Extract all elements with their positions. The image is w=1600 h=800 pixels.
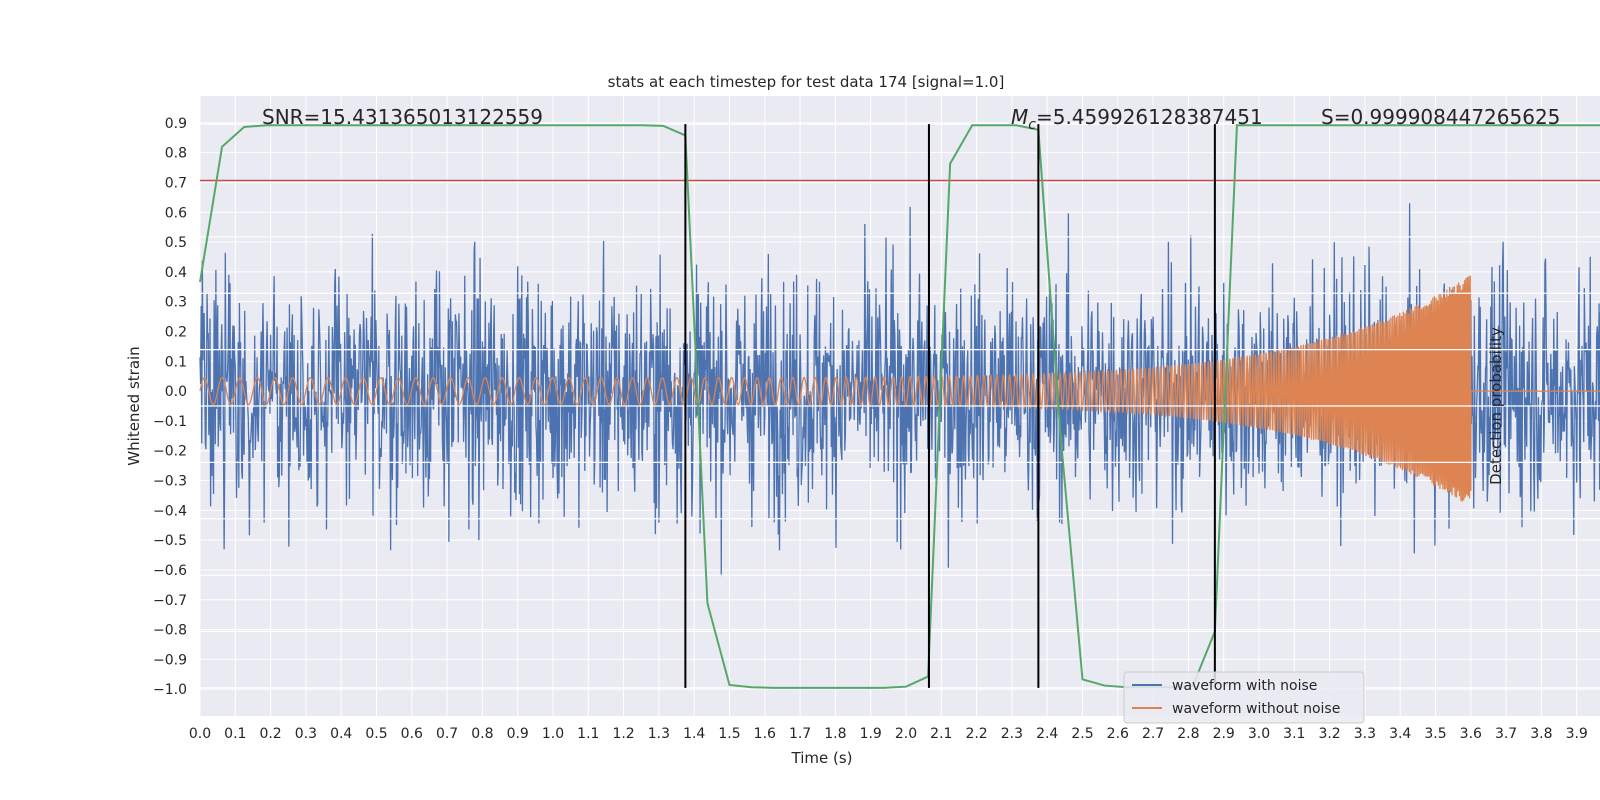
x-tick-label: 0.2 [259, 726, 281, 742]
y-left-tick-label: −0.4 [153, 503, 187, 519]
y-left-tick-label: 0.0 [165, 384, 187, 400]
score-annotation: S=0.999908447265625 [1321, 105, 1560, 129]
y-left-tick-label: 0.3 [165, 295, 187, 311]
x-axis-label: Time (s) [791, 749, 853, 767]
line-waveform-without-noise [199, 275, 1600, 502]
y-left-tick-label: −1.0 [153, 682, 187, 698]
x-tick-label: 0.3 [295, 726, 317, 742]
x-tick-label: 1.0 [542, 726, 564, 742]
x-tick-label: 2.7 [1142, 726, 1164, 742]
y-left-tick-label: −0.1 [153, 414, 187, 430]
x-tick-label: 1.4 [683, 726, 705, 742]
plot-area [199, 96, 1600, 716]
legend-box [1123, 671, 1365, 724]
y-left-tick-label: 0.8 [165, 146, 187, 162]
x-tick-label: 2.2 [965, 726, 987, 742]
y-axis-left-label: Whitened strain [125, 346, 143, 465]
x-tick-label: 3.0 [1248, 726, 1270, 742]
y-left-tick-label: −0.6 [153, 563, 187, 579]
y-left-tick-label: 0.9 [165, 116, 187, 132]
y-axis-right-label: Detection probability [1487, 327, 1505, 485]
y-left-tick-label: 0.4 [165, 265, 187, 281]
x-tick-label: 2.4 [1036, 726, 1058, 742]
x-tick-label: 1.2 [612, 726, 634, 742]
y-left-tick-label: −0.2 [153, 444, 187, 460]
x-tick-label: 0.1 [224, 726, 246, 742]
y-left-tick-label: 0.7 [165, 175, 187, 191]
y-left-tick-label: 0.5 [165, 235, 187, 251]
right-axis-grid [200, 123, 1600, 689]
x-tick-label: 0.6 [401, 726, 423, 742]
y-left-tick-label: −0.9 [153, 652, 187, 668]
x-tick-label: 0.0 [189, 726, 211, 742]
y-left-tick-label: 0.2 [165, 324, 187, 340]
legend: waveform with noise waveform without noi… [1123, 671, 1365, 724]
x-tick-label: 3.6 [1460, 726, 1482, 742]
x-tick-label: 3.2 [1318, 726, 1340, 742]
x-tick-label: 1.1 [577, 726, 599, 742]
y-left-tick-label: 0.1 [165, 354, 187, 370]
x-tick-label: 1.9 [860, 726, 882, 742]
x-tick-label: 3.1 [1283, 726, 1305, 742]
x-tick-label: 3.4 [1389, 726, 1411, 742]
y-left-tick-label: −0.8 [153, 623, 187, 639]
x-tick-label: 0.4 [330, 726, 352, 742]
legend-label-noise: waveform with noise [1172, 678, 1317, 694]
x-tick-label: 1.5 [718, 726, 740, 742]
x-tick-label: 3.9 [1566, 726, 1588, 742]
y-left-tick-label: 0.6 [165, 205, 187, 221]
x-tick-label: 2.9 [1213, 726, 1235, 742]
x-tick-label: 2.3 [1001, 726, 1023, 742]
chirp-mass-subscript: c [1028, 117, 1036, 133]
x-tick-label: 3.7 [1495, 726, 1517, 742]
x-tick-label: 0.7 [436, 726, 458, 742]
x-tick-label: 1.6 [754, 726, 776, 742]
x-tick-label: 1.7 [789, 726, 811, 742]
x-tick-label: 1.3 [648, 726, 670, 742]
x-tick-label: 3.5 [1424, 726, 1446, 742]
chirp-mass-annotation: Mc=5.459926128387451 [1011, 105, 1263, 133]
series-waveform-without-noise [199, 275, 1600, 502]
chart-title: stats at each timestep for test data 174… [608, 73, 1005, 91]
x-axis-ticks: 0.0 0.1 0.2 0.3 0.4 0.5 0.6 0.7 0.8 0.9 1.0 1.1 1.2 1… [189, 726, 1588, 742]
legend-label-clean: waveform without noise [1172, 701, 1340, 717]
x-tick-label: 2.5 [1071, 726, 1093, 742]
y-axis-left-ticks: 0.9 0.8 0.7 0.6 0.5 0.4 0.3 0.2 0.1 0.0 −0.1 −0.2 −0… [153, 116, 187, 698]
x-tick-label: 0.5 [365, 726, 387, 742]
y-left-tick-label: −0.3 [153, 474, 187, 490]
x-tick-label: 3.8 [1530, 726, 1552, 742]
x-tick-label: 2.8 [1177, 726, 1199, 742]
x-tick-label: 2.0 [895, 726, 917, 742]
y-left-tick-label: −0.7 [153, 593, 187, 609]
vertical-markers [684, 124, 1216, 688]
x-tick-label: 3.3 [1354, 726, 1376, 742]
chirp-mass-symbol: M [1011, 105, 1028, 129]
x-tick-label: 0.9 [507, 726, 529, 742]
x-tick-label: 1.8 [824, 726, 846, 742]
x-tick-label: 2.1 [930, 726, 952, 742]
y-left-tick-label: −0.5 [153, 533, 187, 549]
chirp-mass-value: =5.459926128387451 [1036, 105, 1263, 129]
x-tick-label: 2.6 [1107, 726, 1129, 742]
snr-annotation: SNR=15.431365013122559 [262, 105, 543, 129]
x-tick-label: 0.8 [471, 726, 493, 742]
